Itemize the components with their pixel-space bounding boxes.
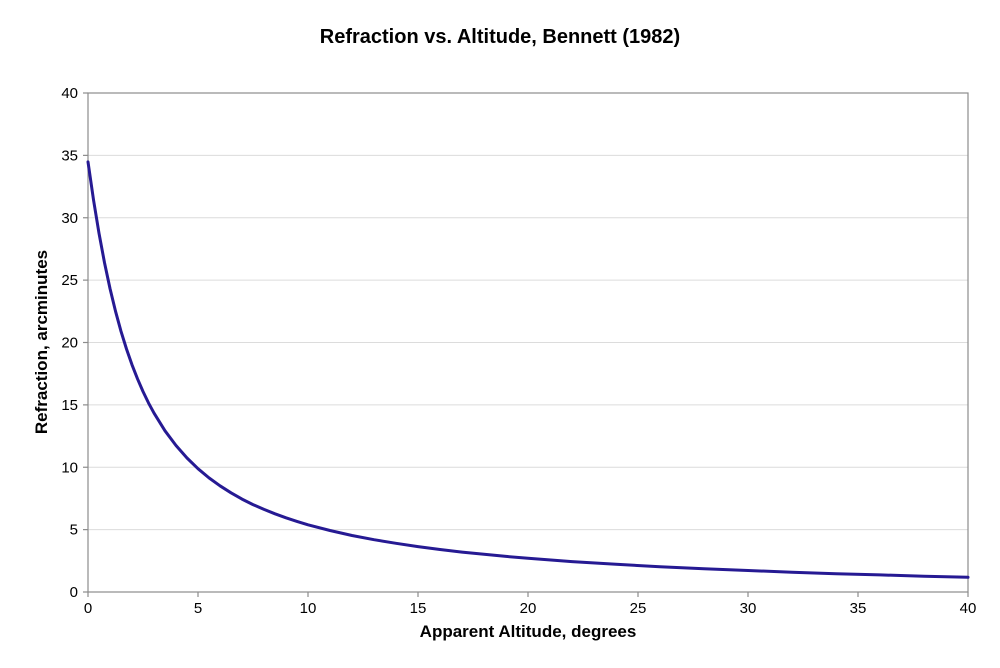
y-tick-label-5: 5 [70,522,78,539]
x-tick-label-20: 20 [520,600,537,617]
y-tick-label-30: 30 [61,210,78,227]
x-tick-label-5: 5 [194,600,202,617]
y-tick-label-0: 0 [70,584,78,601]
y-tick-label-40: 40 [61,85,78,102]
x-tick-label-15: 15 [410,600,427,617]
refraction-curve [86,160,970,579]
y-tick-label-35: 35 [61,147,78,164]
x-tick-label-10: 10 [300,600,317,617]
x-tick-label-40: 40 [960,600,977,617]
y-tick-label-20: 20 [61,335,78,352]
y-tick-label-10: 10 [61,459,78,476]
x-tick-label-0: 0 [84,600,92,617]
chart-title: Refraction vs. Altitude, Bennett (1982) [319,26,681,48]
x-tick-label-25: 25 [630,600,647,617]
y-tick-label-25: 25 [61,272,78,289]
x-tick-label-30: 30 [740,600,757,617]
x-axis-title: Apparent Altitude, degrees [419,622,637,641]
x-tick-label-35: 35 [850,600,867,617]
y-tick-label-15: 15 [61,397,78,414]
